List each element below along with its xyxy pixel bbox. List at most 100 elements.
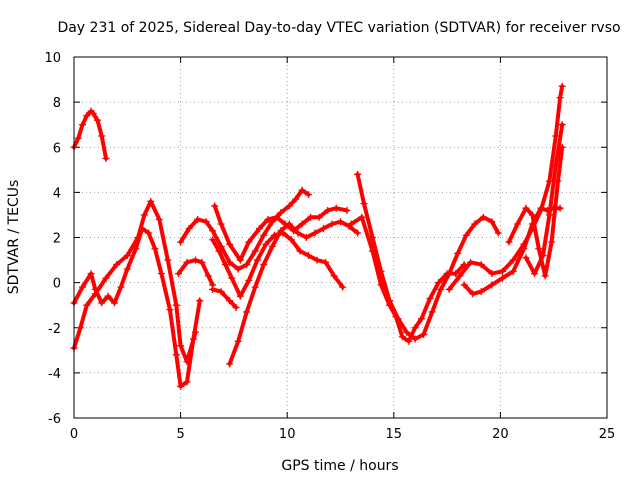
data-point (360, 200, 368, 208)
data-point (83, 301, 91, 309)
data-point (172, 301, 180, 309)
data-point (411, 324, 419, 332)
data-point (405, 337, 413, 345)
data-point (539, 252, 547, 260)
data-point (437, 285, 445, 293)
data-point (558, 82, 566, 90)
data-point (251, 283, 259, 291)
data-point (74, 134, 82, 142)
data-point (226, 258, 234, 266)
data-point (488, 281, 496, 289)
data-point (452, 270, 460, 278)
series-s15 (522, 121, 566, 278)
data-point (183, 378, 191, 386)
series-s7 (209, 229, 347, 300)
data-point (548, 238, 556, 246)
data-point (140, 211, 148, 219)
series-s9 (226, 218, 362, 368)
data-point (324, 206, 332, 214)
data-point (403, 328, 411, 336)
data-point (91, 285, 99, 293)
x-tick-label: 25 (599, 427, 616, 442)
series-line (355, 172, 501, 341)
data-point (172, 351, 180, 359)
data-point (194, 215, 202, 223)
data-point (228, 274, 236, 282)
series-s14 (505, 143, 566, 280)
data-point (296, 247, 304, 255)
data-point (215, 247, 223, 255)
x-tick-label: 20 (492, 427, 509, 442)
data-point (189, 335, 197, 343)
data-point (209, 236, 217, 244)
data-point (192, 256, 200, 264)
data-point (330, 272, 338, 280)
data-point (164, 256, 172, 264)
data-point (183, 258, 191, 266)
series-s5 (177, 186, 313, 273)
data-point (418, 315, 426, 323)
x-axis-label: GPS time / hours (281, 458, 398, 474)
data-point (537, 204, 545, 212)
data-point (209, 285, 217, 293)
data-point (556, 204, 564, 212)
data-point (298, 186, 306, 194)
y-tick-label: 6 (53, 141, 61, 156)
data-point (552, 132, 560, 140)
data-point (209, 227, 217, 235)
series-s6 (211, 202, 351, 264)
data-point (368, 247, 376, 255)
data-point (251, 247, 259, 255)
series-line (72, 199, 198, 364)
data-point (311, 229, 319, 237)
data-point (302, 234, 310, 241)
data-point (358, 213, 366, 221)
series-s1 (70, 107, 110, 163)
data-point (428, 308, 436, 316)
data-point (354, 229, 362, 237)
data-point (117, 283, 125, 291)
data-point (236, 256, 244, 264)
data-point (426, 294, 434, 302)
data-point (79, 283, 87, 291)
series-line (212, 203, 349, 263)
data-point (102, 274, 110, 282)
y-axis-label: SDTVAR / TECUs (6, 180, 22, 295)
data-point (505, 238, 513, 246)
data-point (89, 109, 97, 117)
chart-title: Day 231 of 2025, Sidereal Day-to-day VTE… (57, 20, 620, 36)
series-s12 (445, 82, 566, 293)
x-tick-label: 10 (279, 427, 296, 442)
data-point (255, 224, 263, 232)
data-point (113, 261, 121, 269)
data-point (198, 258, 206, 266)
data-point (435, 279, 443, 287)
data-point (552, 161, 560, 169)
series-s4 (174, 256, 217, 289)
data-point (522, 254, 530, 262)
data-point (104, 292, 112, 300)
x-tick-label: 0 (70, 427, 78, 442)
data-point (339, 283, 347, 291)
data-point (386, 301, 394, 309)
plot-frame (73, 56, 608, 419)
y-tick-label: 0 (53, 277, 61, 292)
data-point (467, 258, 475, 266)
data-point (522, 204, 530, 212)
data-point (499, 274, 507, 282)
series-line (176, 258, 215, 287)
data-point (513, 220, 521, 228)
data-point (398, 333, 406, 341)
data-point (354, 170, 362, 178)
data-point (541, 272, 549, 280)
data-point (217, 288, 225, 296)
series-s2 (70, 197, 200, 366)
data-point (262, 240, 270, 248)
y-tick-label: -6 (48, 412, 61, 427)
data-point (211, 202, 219, 210)
data-point (460, 281, 468, 289)
data-point (138, 224, 146, 232)
data-point (471, 220, 479, 228)
data-point (260, 261, 268, 269)
